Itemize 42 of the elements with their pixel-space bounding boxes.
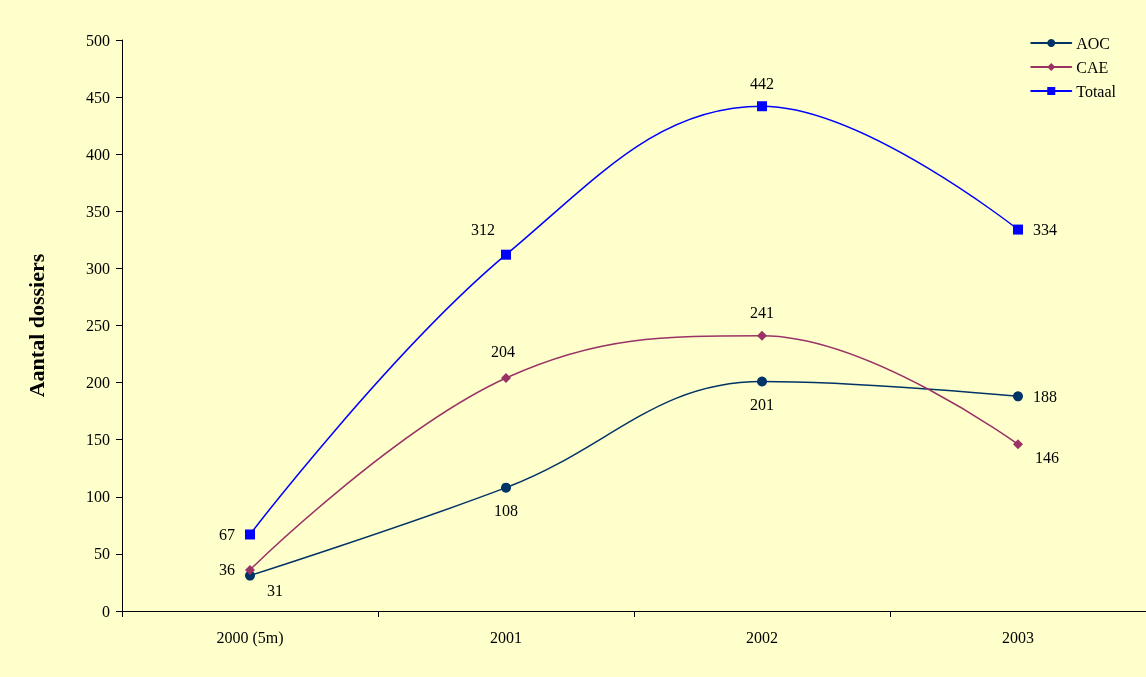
x-tick-label: 2001 bbox=[490, 628, 522, 646]
x-tick-label: 2000 (5m) bbox=[216, 628, 284, 647]
y-tick-label: 350 bbox=[86, 202, 110, 220]
point bbox=[757, 376, 767, 387]
point bbox=[501, 373, 511, 384]
data-label: 334 bbox=[1033, 221, 1057, 239]
data-label: 67 bbox=[219, 525, 235, 543]
x-tick-label: 2003 bbox=[1002, 628, 1034, 646]
y-tick-label: 500 bbox=[86, 31, 110, 49]
point bbox=[1013, 224, 1023, 235]
y-tick-label: 150 bbox=[86, 431, 110, 449]
point bbox=[501, 482, 511, 493]
data-label: 201 bbox=[750, 395, 774, 413]
y-tick-label: 450 bbox=[86, 88, 110, 106]
y-tick-label: 300 bbox=[86, 259, 110, 277]
y-tick-label: 250 bbox=[86, 317, 110, 334]
data-label: 146 bbox=[1035, 448, 1059, 466]
point bbox=[245, 564, 255, 575]
data-label: 204 bbox=[491, 342, 515, 360]
point bbox=[757, 330, 767, 341]
legend-label: AOC bbox=[1076, 34, 1111, 52]
point bbox=[501, 249, 511, 260]
data-label: 188 bbox=[1033, 387, 1057, 405]
legend-label: Totaal bbox=[1076, 82, 1117, 100]
y-axis-title: Aantal dossiers bbox=[23, 253, 49, 398]
y-tick-label: 100 bbox=[86, 488, 110, 506]
y-tick-label: 50 bbox=[94, 545, 110, 563]
point bbox=[1013, 439, 1023, 450]
y-tick-label: 400 bbox=[86, 145, 110, 163]
y-tick-label: 200 bbox=[86, 374, 110, 392]
x-tick-label: 2002 bbox=[746, 628, 778, 646]
data-label: 31 bbox=[267, 582, 283, 600]
data-label: 108 bbox=[494, 502, 518, 520]
data-label: 241 bbox=[750, 304, 774, 322]
data-label: 312 bbox=[471, 221, 495, 239]
point bbox=[1013, 391, 1023, 402]
data-label: 36 bbox=[219, 561, 235, 579]
data-label: 442 bbox=[750, 74, 774, 92]
legend-label: CAE bbox=[1076, 58, 1109, 76]
point bbox=[757, 101, 767, 112]
point bbox=[245, 529, 255, 540]
y-tick-label: 0 bbox=[102, 602, 110, 620]
